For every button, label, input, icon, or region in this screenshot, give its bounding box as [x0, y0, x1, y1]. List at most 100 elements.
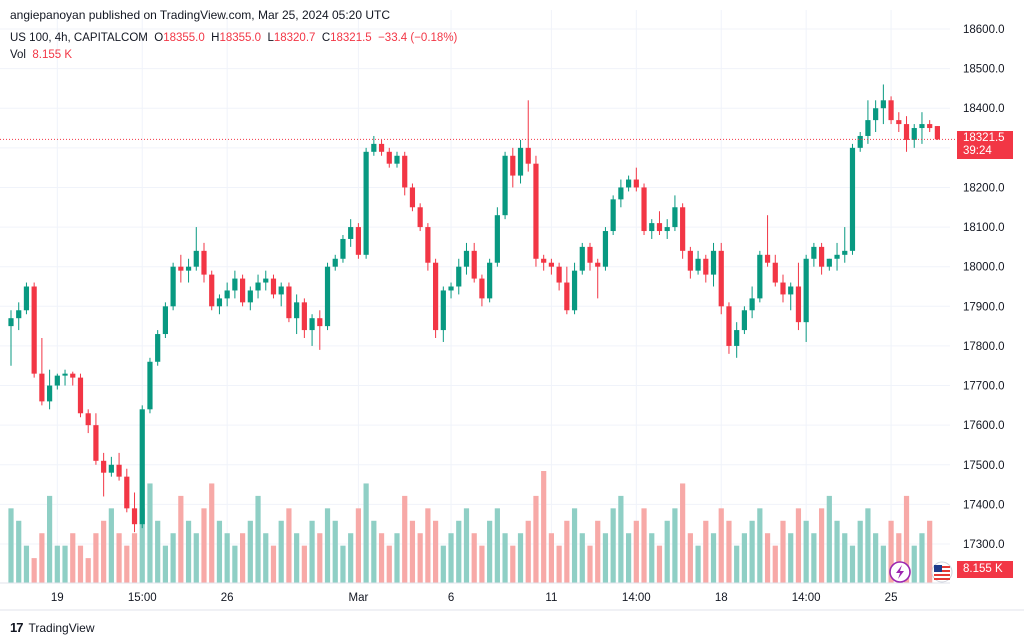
- candle-body: [710, 250, 717, 275]
- candle-body: [795, 286, 802, 323]
- candle-body: [378, 143, 385, 152]
- volume-bar: [849, 545, 856, 583]
- x-tick-label: 15:00: [128, 592, 157, 604]
- candle-body: [402, 155, 408, 188]
- candle-body: [263, 278, 269, 283]
- candle-body: [579, 246, 585, 271]
- y-tick-label: 17700.0: [963, 381, 1005, 393]
- volume-bar: [842, 533, 848, 583]
- volume-label[interactable]: Vol: [10, 49, 26, 61]
- volume-bar: [857, 520, 863, 583]
- x-tick-label: 19: [51, 592, 64, 604]
- candle-body: [247, 290, 253, 303]
- volume-bar: [533, 495, 539, 583]
- candle-body: [340, 238, 346, 259]
- volume-bar: [433, 520, 439, 583]
- volume-bar: [108, 508, 114, 583]
- volume-bar: [595, 520, 601, 583]
- candle-body: [548, 262, 554, 267]
- volume-bar: [378, 533, 385, 583]
- y-tick-label: 18000.0: [963, 262, 1005, 274]
- y-tick-label: 17300.0: [963, 539, 1005, 551]
- volume-bar: [278, 520, 284, 583]
- volume-bar: [826, 495, 832, 583]
- volume-bar: [602, 533, 609, 583]
- y-tick-label: 17600.0: [963, 420, 1005, 432]
- candle-body: [780, 282, 786, 295]
- volume-bar: [85, 558, 91, 583]
- volume-bar: [402, 495, 408, 583]
- volume-bar: [726, 520, 732, 583]
- time-axis[interactable]: 19 15:00 26 Mar 6 11 14:00 18 14:00 25: [51, 592, 898, 604]
- candle-body: [834, 254, 840, 259]
- volume-bar: [610, 508, 616, 583]
- volume-bar: [834, 520, 840, 583]
- flash-icon[interactable]: [889, 561, 911, 583]
- volume-bar: [247, 520, 253, 583]
- volume-bar: [880, 545, 886, 583]
- candle-body: [270, 278, 277, 295]
- volume-bar: [517, 533, 524, 583]
- volume-bar: [201, 508, 207, 583]
- candle-body: [764, 254, 771, 263]
- candle-body: [703, 258, 709, 275]
- candle-body: [31, 286, 37, 374]
- volume-bar: [865, 508, 871, 583]
- candle-body: [116, 464, 122, 477]
- candle-body: [510, 155, 516, 176]
- candle-body: [224, 290, 230, 299]
- y-tick-label: 17800.0: [963, 341, 1005, 353]
- volume-bar: [710, 533, 717, 583]
- volume-bar: [155, 520, 161, 583]
- volume-bar: [425, 508, 431, 583]
- candle-body: [332, 258, 338, 267]
- candle-body: [240, 278, 246, 303]
- y-tick-label: 18200.0: [963, 182, 1005, 194]
- symbol-name[interactable]: US 100, 4h, CAPITALCOM: [10, 32, 148, 44]
- volume-bar: [772, 545, 778, 583]
- volume-bar: [309, 520, 315, 583]
- candle-body: [232, 278, 238, 291]
- candle-body: [857, 135, 863, 148]
- candle-body: [101, 460, 107, 473]
- candle-body: [672, 207, 678, 228]
- candle-body: [849, 147, 856, 251]
- candle-body: [487, 262, 493, 299]
- volume-bar: [463, 508, 470, 583]
- candle-body: [649, 223, 655, 232]
- candle-body: [903, 124, 910, 140]
- bar-countdown: 39:24: [963, 145, 992, 157]
- y-tick-label: 17500.0: [963, 460, 1005, 472]
- volume-bar: [101, 520, 107, 583]
- candle-body: [201, 250, 207, 275]
- candle-body: [587, 246, 593, 263]
- volume-bar: [456, 520, 462, 583]
- publisher-line: angiepanoyan published on TradingView.co…: [10, 8, 391, 22]
- volume-bar: [124, 545, 130, 583]
- candle-body: [641, 187, 647, 232]
- volume-bar: [510, 545, 516, 583]
- volume-bar: [680, 483, 686, 583]
- candle-body: [741, 310, 747, 331]
- footer-brand[interactable]: 17 TradingView: [10, 620, 95, 635]
- volume-bar: [571, 508, 578, 583]
- volume-badge: 8.155 K: [957, 561, 1013, 578]
- candle-body: [417, 207, 423, 228]
- volume-bar: [896, 533, 902, 583]
- y-tick-label: 18500.0: [963, 64, 1005, 76]
- candle-body: [216, 298, 223, 307]
- candle-body: [16, 310, 22, 319]
- candle-body: [479, 278, 485, 299]
- x-tick-label: 6: [448, 592, 454, 604]
- candle-body: [865, 120, 871, 136]
- candle-body: [456, 266, 462, 287]
- candle-body: [348, 227, 354, 239]
- y-tick-label: 17900.0: [963, 301, 1005, 313]
- candle-body: [363, 151, 369, 255]
- price-axis[interactable]: 18600.018500.018400.018300.018200.018100…: [963, 24, 1005, 551]
- us-flag-icon[interactable]: [931, 561, 953, 583]
- volume-bars: [8, 471, 933, 583]
- candle-body: [471, 250, 477, 279]
- candle-body: [170, 266, 176, 307]
